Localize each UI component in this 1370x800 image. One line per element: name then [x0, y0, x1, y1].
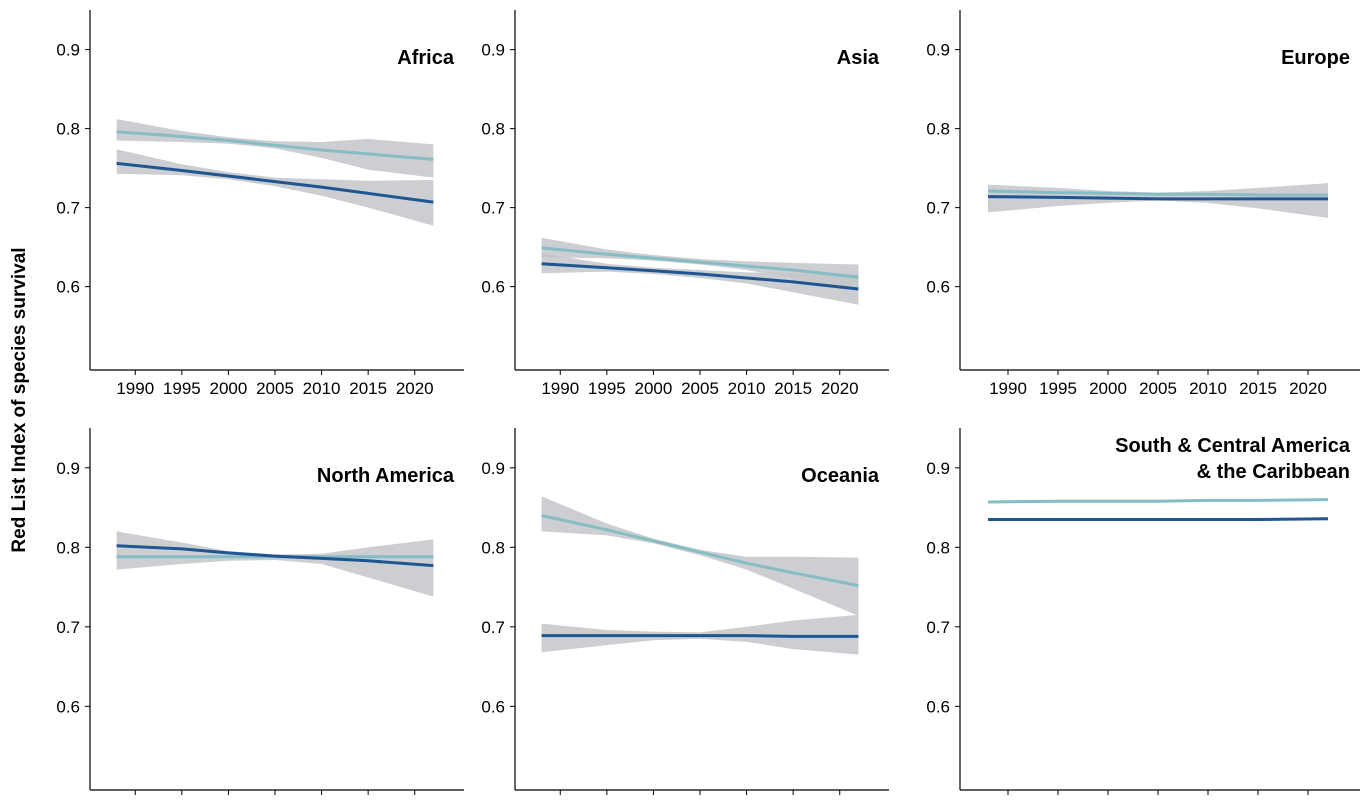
x-tick-label: 2000 [210, 379, 248, 398]
confidence-ribbon-0 [116, 119, 434, 178]
panel-0: 0.6 0.7 0.8 0.9 1990 1995 2000 2005 2010 2015 2020… [56, 10, 464, 398]
y-tick-label: 0.7 [56, 199, 80, 218]
confidence-ribbon-0 [541, 496, 859, 616]
panel-title: Oceania [801, 465, 880, 487]
confidence-ribbon-0 [988, 183, 1328, 218]
y-axis-title-text: Red List Index of species survival [9, 247, 30, 552]
y-tick-label: 0.6 [481, 278, 505, 297]
x-tick-label: 1990 [541, 379, 579, 398]
y-tick-label: 0.9 [481, 41, 505, 60]
series-line-0 [116, 130, 434, 161]
panel-title: & the Caribbean [1197, 461, 1350, 483]
panel-title: Europe [1281, 47, 1350, 69]
y-tick-label: 0.9 [926, 41, 950, 60]
series-line-1 [988, 517, 1329, 521]
panel-2: 0.6 0.7 0.8 0.9 1990 1995 2000 2005 2010 2015 2020… [926, 10, 1360, 398]
series-line-0 [541, 514, 859, 587]
y-tick-label: 0.8 [56, 120, 80, 139]
y-axis-title: Red List Index of species survival [9, 247, 30, 552]
panel-4: 0.60.70.80.91990199520002005201020152020… [481, 428, 889, 800]
y-tick-label: 0.6 [926, 278, 950, 297]
y-tick-label: 0.6 [481, 697, 505, 716]
x-tick-label: 2000 [635, 379, 673, 398]
x-tick-label: 2005 [681, 379, 719, 398]
panel-1: 0.6 0.7 0.8 0.9 1990 1995 2000 2005 2010 2015 2020… [481, 10, 889, 398]
y-tick-label: 0.7 [481, 618, 505, 637]
panel-title: Africa [397, 47, 455, 69]
confidence-ribbon-1 [116, 531, 434, 597]
y-tick-label: 0.7 [481, 199, 505, 218]
x-tick-label: 2005 [256, 379, 294, 398]
x-tick-label: 2010 [303, 379, 341, 398]
confidence-ribbon-1 [116, 149, 434, 226]
x-tick-label: 2020 [396, 379, 434, 398]
panel-3: 0.60.70.80.91990199520002005201020152020… [56, 428, 464, 800]
panel-title: North America [317, 465, 455, 487]
y-tick-label: 0.9 [56, 41, 80, 60]
y-tick-label: 0.9 [481, 459, 505, 478]
x-tick-label: 1995 [1039, 379, 1077, 398]
y-tick-label: 0.8 [56, 538, 80, 557]
panel-5: 0.60.70.80.91990199520002005201020152020… [926, 428, 1360, 800]
y-tick-label: 0.8 [926, 120, 950, 139]
x-tick-label: 2015 [774, 379, 812, 398]
x-tick-label: 2010 [1189, 379, 1227, 398]
y-tick-label: 0.9 [926, 459, 950, 478]
x-tick-label: 2000 [1089, 379, 1127, 398]
series-line-1 [116, 544, 434, 568]
y-tick-label: 0.9 [56, 459, 80, 478]
x-tick-label: 2010 [728, 379, 766, 398]
series-line-1 [541, 634, 859, 638]
series-line-1 [541, 262, 859, 291]
x-tick-label: 1995 [163, 379, 201, 398]
y-tick-label: 0.6 [926, 697, 950, 716]
y-tick-label: 0.8 [926, 538, 950, 557]
series-line-0 [541, 246, 859, 279]
series-line-0 [987, 189, 1328, 197]
x-tick-label: 1990 [116, 379, 154, 398]
confidence-ribbon-1 [541, 253, 859, 305]
series-line-1 [116, 161, 434, 204]
series-line-1 [987, 195, 1328, 201]
x-tick-label: 2020 [821, 379, 859, 398]
y-tick-label: 0.7 [926, 199, 950, 218]
x-tick-label: 2005 [1139, 379, 1177, 398]
panel-title: South & Central America [1115, 435, 1351, 457]
y-tick-label: 0.6 [56, 278, 80, 297]
y-tick-label: 0.7 [56, 618, 80, 637]
y-tick-label: 0.8 [481, 120, 505, 139]
x-tick-label: 2020 [1289, 379, 1327, 398]
y-tick-label: 0.7 [926, 618, 950, 637]
y-tick-label: 0.8 [481, 538, 505, 557]
panel-title: Asia [837, 47, 880, 69]
x-tick-label: 2015 [349, 379, 387, 398]
x-tick-label: 2015 [1239, 379, 1277, 398]
x-tick-label: 1990 [989, 379, 1027, 398]
series-line-0 [987, 498, 1329, 504]
y-tick-label: 0.6 [56, 697, 80, 716]
x-tick-label: 1995 [588, 379, 626, 398]
